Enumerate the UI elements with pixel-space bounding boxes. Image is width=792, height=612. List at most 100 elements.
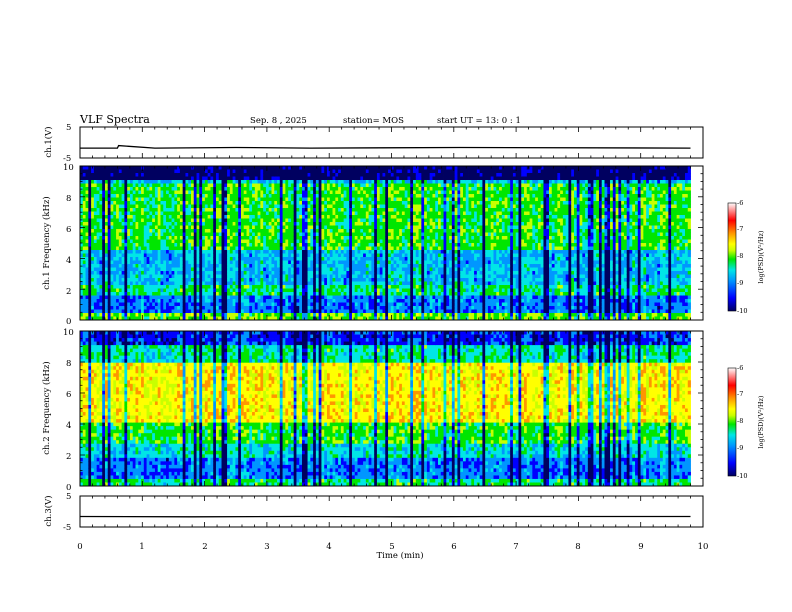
ch1-spectrogram-cell (368, 302, 372, 307)
ch1-spectrogram-cell (177, 218, 181, 223)
ch1-spectrogram-cell (338, 306, 342, 310)
ch1-spectrogram-cell (335, 225, 339, 230)
ch1-spectrogram-cell (313, 316, 317, 320)
ch1-spectrogram-cell (224, 285, 228, 289)
ch1-spectrogram-cell (246, 299, 250, 303)
ch1-spectrogram-cell (168, 295, 172, 300)
ch1-spectrogram-cell (324, 173, 328, 177)
ch1-spectrogram-cell (146, 225, 150, 230)
ch1-spectrogram-cell (85, 316, 89, 320)
ch1-spectrogram-cell (113, 243, 117, 247)
ch1-spectrogram-cell (249, 187, 253, 191)
ch1-spectrogram-cell (321, 166, 325, 170)
ch1-spectrogram-cell (246, 281, 250, 286)
ch1-spectrogram-cell (315, 239, 320, 244)
ch1-spectrogram-cell (182, 316, 186, 320)
ch1-spectrogram-cell (340, 232, 345, 237)
ch1-spectrogram-cell (360, 239, 364, 244)
ch1-spectrogram-cell (88, 197, 92, 202)
ch1-spectrogram-cell (193, 267, 197, 272)
ch1-spectrogram-cell (363, 190, 367, 195)
ch1-spectrogram-cell (260, 313, 264, 317)
ch1-spectrogram-cell (374, 176, 378, 181)
ch1-spectrogram-cell (154, 183, 159, 188)
ch1-spectrogram-cell (107, 288, 111, 293)
ch1-spectrogram-cell (310, 274, 314, 279)
ch1-spectrogram-cell (146, 197, 150, 202)
ch1-spectrogram-cell (313, 295, 317, 300)
ch1-spectrogram-cell (104, 194, 109, 198)
ch1-spectrogram-cell (191, 183, 195, 188)
ch1-spectrogram-cell (302, 306, 306, 310)
ch1-spectrogram-cell (293, 250, 297, 254)
ch1-spectrogram-cell (168, 169, 172, 174)
ch1-spectrogram-cell (154, 208, 159, 212)
ch1-spectrogram-cell (202, 173, 206, 177)
ch1-spectrogram-cell (215, 257, 220, 261)
ch1-spectrogram-cell (271, 302, 275, 307)
ch1-spectrogram-cell (166, 187, 170, 191)
ch1-spectrogram-cell (374, 180, 378, 184)
ch1-spectrogram-cell (335, 267, 339, 272)
ch1-spectrogram-cell (277, 260, 281, 265)
ch1-spectrogram-cell (393, 229, 397, 233)
ch1-spectrogram-cell (324, 313, 328, 317)
ch1-spectrogram-cell (249, 201, 253, 205)
ch1-spectrogram-cell (85, 169, 89, 174)
ch1-spectrogram-cell (127, 166, 131, 170)
ch1-spectrogram-cell (129, 169, 134, 174)
ch1-spectrogram-cell (368, 264, 372, 268)
ch1-spectrogram-cell (354, 316, 358, 320)
ch1-spectrogram-cell (141, 215, 145, 219)
ch1-spectrogram-cell (163, 246, 167, 251)
ch1-spectrogram-cell (340, 264, 345, 268)
ch1-spectrogram-cell (149, 274, 153, 279)
ch1-spectrogram-cell (160, 267, 164, 272)
ch1-spectrogram-cell (157, 236, 161, 240)
ch1-spectrogram-cell (196, 271, 200, 275)
ch1-spectrogram-cell (374, 222, 378, 226)
ch1-spectrogram-cell (107, 271, 111, 275)
ch1-spectrogram-cell (338, 253, 342, 258)
ch1-spectrogram-cell (310, 253, 314, 258)
ch1-spectrogram-cell (252, 166, 256, 170)
ch1-spectrogram-cell (110, 232, 114, 237)
ch1-spectrogram-cell (213, 253, 217, 258)
ch1-spectrogram-cell (393, 222, 397, 226)
ch1-spectrogram-cell (207, 183, 211, 188)
ch1-spectrogram-cell (129, 264, 134, 268)
ch1-spectrogram-cell (335, 281, 339, 286)
ch1-spectrogram-cell (129, 267, 134, 272)
ch1-spectrogram-cell (191, 295, 195, 300)
ch1-spectrogram-cell (340, 257, 345, 261)
ch1-spectrogram-cell (166, 169, 170, 174)
ch1-spectrogram-cell (191, 173, 195, 177)
ch1-spectrogram-cell (138, 264, 142, 268)
ch1-spectrogram-cell (238, 309, 242, 314)
ch1-spectrogram-cell (171, 183, 175, 188)
ch1-spectrogram-cell (154, 211, 159, 216)
ch1-spectrogram-cell (340, 281, 345, 286)
ch1-spectrogram-cell (232, 302, 236, 307)
ch1-spectrogram-cell (349, 264, 353, 268)
ch1-spectrogram-cell (371, 166, 375, 170)
ch1-spectrogram-cell (235, 173, 239, 177)
ch1-spectrogram-cell (235, 201, 239, 205)
ch1-spectrogram-cell (326, 313, 331, 317)
ch1-spectrogram-cell (202, 285, 206, 289)
ch1-spectrogram-cell (335, 180, 339, 184)
ch1-spectrogram-cell (304, 246, 308, 251)
ch1-spectrogram-cell (118, 292, 123, 296)
ch1-spectrogram-cell (177, 260, 181, 265)
ch1-spectrogram-cell (227, 218, 231, 223)
ch1-spectrogram-cell (282, 264, 286, 268)
ch1-spectrogram-cell (243, 285, 247, 289)
ch1-spectrogram-cell (102, 295, 106, 300)
ch1-spectrogram-cell (388, 194, 392, 198)
ch1-spectrogram-cell (149, 292, 153, 296)
ch1-spectrogram-cell (160, 309, 164, 314)
ch1-spectrogram-cell (379, 204, 383, 209)
ch1-spectrogram-cell (304, 176, 308, 181)
ch1-spectrogram-cell (163, 183, 167, 188)
ch1-spectrogram-cell (321, 313, 325, 317)
